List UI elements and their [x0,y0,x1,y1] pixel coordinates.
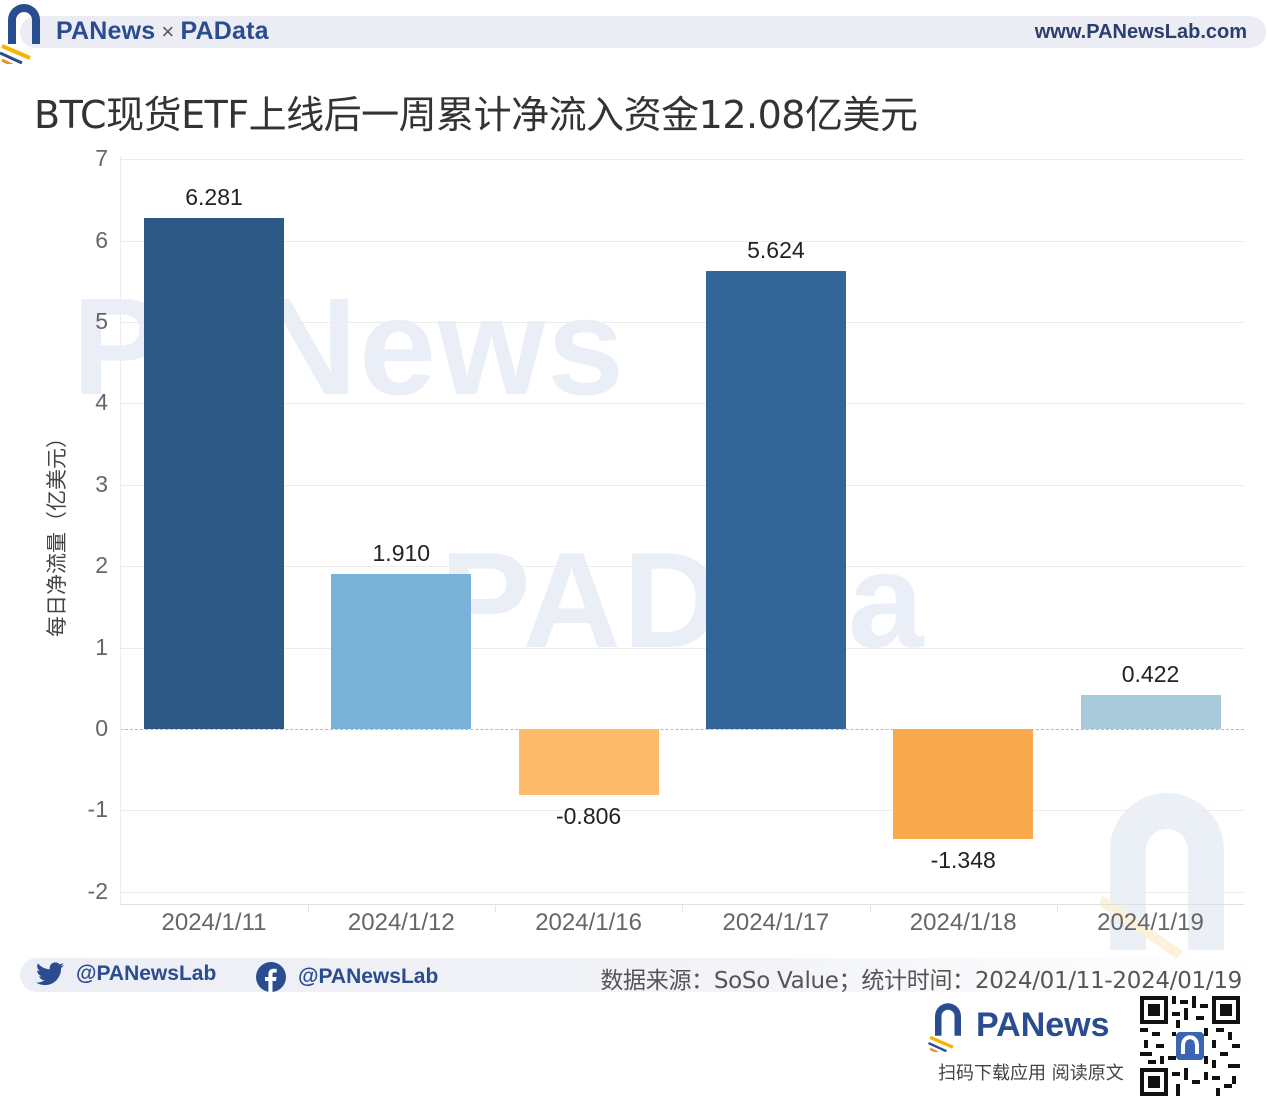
y-axis-title: 每日净流量（亿美元） [45,427,69,637]
y-tick-label: 0 [95,715,108,741]
y-tick-label: 5 [95,308,108,334]
gridline [120,810,1244,812]
bar-2024-1-12[interactable] [331,573,472,729]
gridline [120,403,1244,405]
y-tick-label: 3 [95,470,108,497]
x-tick-label: 2024/1/19 [1097,909,1204,936]
y-tick-label: -2 [87,877,108,904]
data-source-note: 数据来源：SoSo Value；统计时间：2024/01/11-2024/01/… [600,968,1242,994]
bar-value-label: -1.348 [930,846,996,873]
bar-value-label: 5.624 [747,237,805,264]
x-tick-separator [682,904,684,912]
x-tick-label: 2024/1/11 [161,909,267,936]
gridline [120,566,1244,568]
brand-padata: PAData [180,17,269,45]
facebook-handle: @PANewsLab [298,965,439,988]
bar-value-label: 0.422 [1121,660,1180,687]
bar-2024-1-11[interactable] [144,217,284,729]
chart-title: BTC现货ETF上线后一周累计净流入资金12.08亿美元 [34,93,918,137]
x-tick-label: 2024/1/18 [909,909,1017,936]
bar-value-label: 1.910 [372,539,431,566]
y-tick-label: 4 [95,389,108,416]
x-tick-separator [869,904,871,912]
y-axis-line [120,156,121,906]
twitter-link[interactable]: @PANewsLab [36,962,216,986]
bar-2024-1-19[interactable] [1080,694,1221,729]
site-url-link[interactable]: www.PANewsLab.com [1034,21,1247,43]
y-tick-label: -1 [87,796,108,823]
x-tick-label: 2024/1/17 [722,909,830,936]
x-tick-separator [1056,904,1058,912]
app-brand: PANews [976,1006,1110,1044]
y-tick-label: 1 [95,633,108,660]
gridline [120,240,1244,242]
panews-logo-icon [0,4,40,64]
social-bar [20,958,1266,992]
y-tick-label: 6 [95,226,108,253]
brand-panews: PANews [56,17,156,45]
x-tick-separator [494,904,496,912]
scan-cta: 扫码下载应用 阅读原文 [938,1063,1124,1084]
qr-code-icon[interactable] [1140,996,1240,1096]
x-tick-label: 2024/1/12 [347,909,455,936]
gridline [120,484,1244,486]
bar-2024-1-17[interactable] [705,271,846,729]
twitter-handle: @PANewsLab [76,962,217,985]
gridline [120,322,1244,323]
bar-2024-1-18[interactable] [893,729,1034,839]
brand-title: PANews × PAData [56,17,269,46]
x-tick-separator [307,904,309,912]
brand-separator: × [161,19,175,44]
bar-value-label: 6.281 [185,183,243,210]
header-banner [20,16,1266,48]
facebook-link[interactable]: @PANewsLab [256,962,438,992]
bar-chart: 7 6 5 4 3 2 1 0 -1 -2 每日净流量（亿美元） 6.281 1.910 -0.806… [45,145,1244,936]
twitter-icon [36,962,64,986]
logo-watermark-icon [1100,793,1224,960]
zero-baseline [120,729,1244,730]
facebook-icon [256,962,286,992]
x-tick-label: 2024/1/16 [535,909,642,936]
panews-app-logo-icon [928,1003,961,1052]
gridline [120,159,1244,161]
x-axis-line [120,904,1244,905]
bar-value-label: -0.806 [555,802,622,829]
bar-2024-1-16[interactable] [518,729,659,795]
y-tick-label: 2 [95,552,108,579]
gridline [120,647,1244,649]
y-tick-label: 7 [95,145,108,172]
gridline [120,891,1244,893]
